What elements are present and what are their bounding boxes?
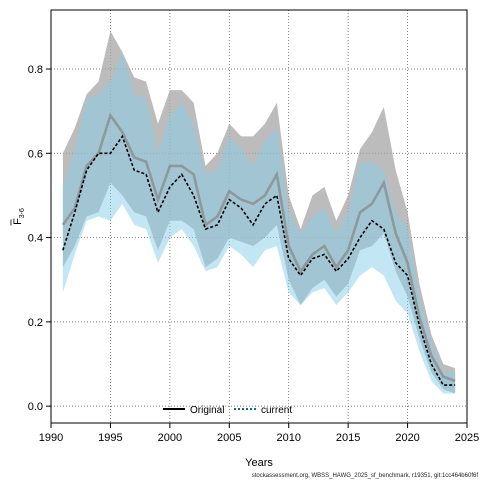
svg-text:F3-6: F3-6 [12,208,26,225]
y-axis-title-sub: 3-6 [19,208,26,218]
y-axis-title: F3-6 [10,208,26,226]
line-layer [61,112,456,386]
x-tick-label-2000: 2000 [158,432,182,444]
legend: Original current [163,405,292,416]
series-line-original [61,112,456,383]
plot-frame [50,9,468,424]
legend-label-original: Original [190,405,224,416]
y-tick-label-1: 0.2 [28,317,43,329]
footer-credit: stockassessment.org, WBSS_HAWG_2025_sf_b… [251,473,478,479]
x-tick-label-2020: 2020 [395,432,419,444]
y-tick-label-3: 0.6 [28,148,43,160]
x-tick-label-1990: 1990 [39,432,63,444]
x-tick-label-2010: 2010 [276,432,300,444]
x-tick-label-2025: 2025 [455,432,479,444]
x-tick-label-2015: 2015 [336,432,360,444]
y-axis-title-main: F [12,218,24,225]
x-tick-label-1995: 1995 [98,432,122,444]
x-tick-label-2005: 2005 [217,432,241,444]
legend-label-current: current [261,405,292,416]
y-tick-label-0: 0.0 [28,401,43,413]
y-tick-label-4: 0.8 [28,64,43,76]
band-layer [62,31,456,394]
y-axis: 0.0 0.2 0.4 0.6 0.8 [28,64,51,413]
series-line-current [62,134,456,386]
x-axis: 1990 1995 2000 2005 2010 2015 2020 2025 [39,423,479,444]
x-axis-title: Years [245,457,273,469]
confidence-band-current [62,52,456,394]
y-tick-label-2: 0.4 [28,233,43,245]
